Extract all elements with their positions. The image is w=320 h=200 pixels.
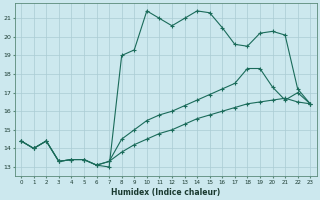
- X-axis label: Humidex (Indice chaleur): Humidex (Indice chaleur): [111, 188, 220, 197]
